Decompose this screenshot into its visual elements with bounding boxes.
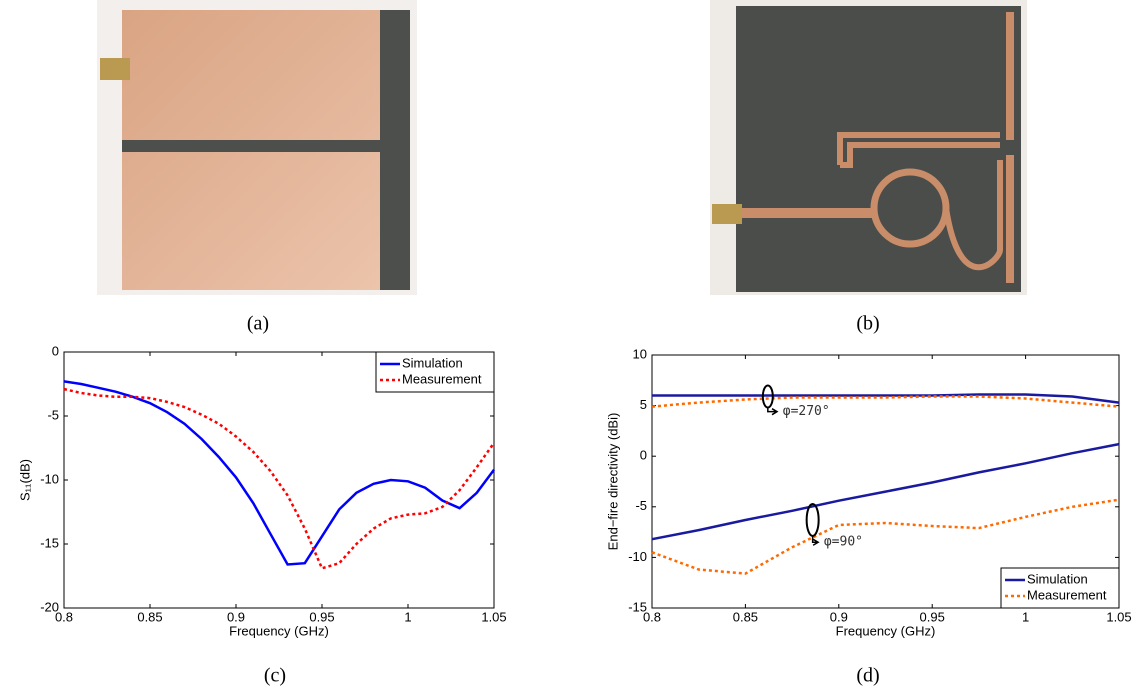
- connector: [100, 58, 130, 80]
- y-tick-label: -5: [47, 407, 59, 422]
- x-tick-label: 0.9: [830, 609, 848, 624]
- legend-box: [1000, 567, 1120, 609]
- x-tick-label: 1: [404, 609, 411, 624]
- legend-box: [375, 351, 495, 393]
- dipole-arm: [1006, 155, 1014, 283]
- x-tick-label: 0.85: [137, 609, 162, 624]
- y-axis-label: End−fire directivity (dBi): [605, 413, 620, 551]
- y-tick-label: 10: [633, 346, 647, 361]
- dielectric-board: [736, 6, 1021, 292]
- x-tick-label: 0.8: [643, 609, 661, 624]
- plot-area: [63, 351, 495, 609]
- caption: (a): [247, 313, 269, 335]
- x-tick-label: 0.9: [227, 609, 245, 624]
- x-axis-label: Frequency (GHz): [836, 623, 936, 638]
- feed-line: [736, 208, 876, 218]
- series-line: [652, 393, 1120, 404]
- legend-label: Measurement: [1027, 587, 1107, 602]
- x-tick-label: 1: [1022, 609, 1029, 624]
- x-tick-label: 1.05: [481, 609, 506, 624]
- y-tick-label: 0: [52, 343, 59, 358]
- x-tick-label: 0.85: [733, 609, 758, 624]
- y-tick-label: -10: [40, 471, 59, 486]
- x-tick-label: 0.95: [920, 609, 945, 624]
- annotation: φ=90°: [824, 535, 863, 550]
- plot-area: [651, 354, 1120, 609]
- balun-trace: [943, 160, 1003, 271]
- series-line: [63, 387, 496, 570]
- y-axis-label: S₁₁(dB): [17, 459, 32, 501]
- photo-a: [97, 0, 417, 295]
- caption: (b): [856, 313, 879, 335]
- dipole-arm: [1006, 12, 1014, 140]
- slot-line: [122, 140, 410, 152]
- y-tick-label: -5: [635, 498, 647, 513]
- series-line: [651, 498, 1120, 575]
- photo-b: [710, 0, 1027, 295]
- legend-label: Measurement: [402, 371, 482, 386]
- y-tick-label: 5: [640, 397, 647, 412]
- y-tick-label: -10: [628, 549, 647, 564]
- caption: (c): [264, 665, 286, 687]
- annotation-arrow: [767, 407, 779, 416]
- annotation-arrow: [811, 535, 820, 546]
- balun-trace: [837, 132, 1000, 168]
- connector: [712, 204, 742, 224]
- y-tick-label: -15: [628, 599, 647, 614]
- x-axis-label: Frequency (GHz): [229, 623, 329, 638]
- legend-label: Simulation: [1027, 571, 1088, 586]
- x-tick-label: 1.05: [1106, 609, 1131, 624]
- y-tick-label: -15: [40, 535, 59, 550]
- annotation: φ=270°: [783, 404, 830, 419]
- caption: (d): [856, 665, 879, 687]
- legend-label: Simulation: [402, 355, 463, 370]
- x-tick-label: 0.95: [309, 609, 334, 624]
- series-line: [651, 395, 1120, 408]
- y-tick-label: 0: [640, 448, 647, 463]
- x-tick-label: 0.8: [55, 609, 73, 624]
- y-tick-label: -20: [40, 599, 59, 614]
- series-line: [651, 442, 1120, 541]
